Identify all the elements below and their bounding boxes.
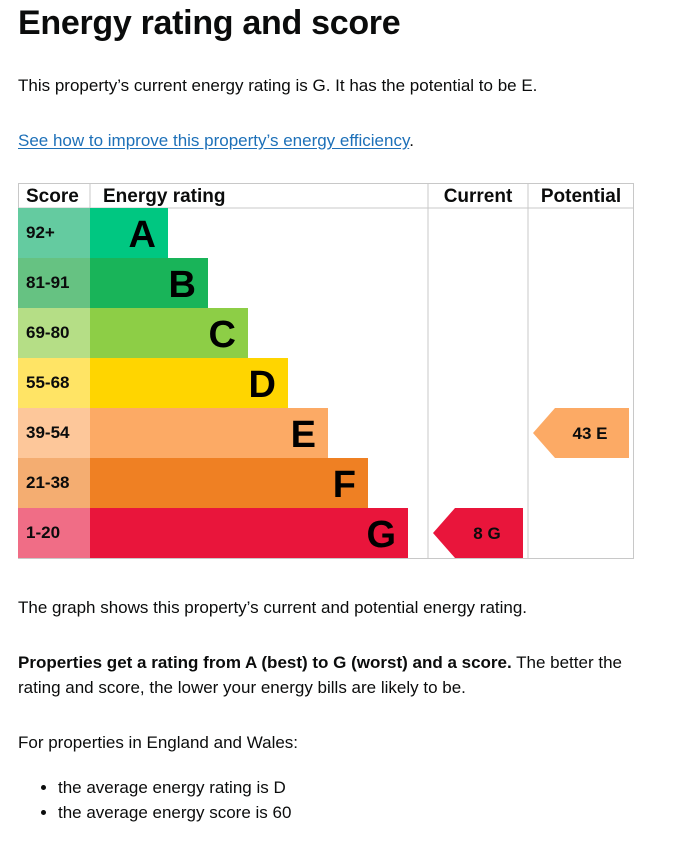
rating-bar	[90, 358, 288, 408]
rating-explanation-bold: Properties get a rating from A (best) to…	[18, 653, 512, 672]
improve-efficiency-link[interactable]: See how to improve this property’s energ…	[18, 131, 410, 150]
header-potential: Potential	[541, 186, 621, 207]
rating-explanation-rest: The better the rating and score, the low…	[18, 653, 622, 697]
rating-bar	[90, 208, 168, 258]
current-rating-label: 8 G	[473, 524, 500, 543]
score-range-label: 92+	[26, 223, 55, 242]
score-cell	[18, 258, 90, 308]
rating-bar	[90, 408, 328, 458]
rating-letter: D	[249, 364, 276, 406]
energy-rating-svg: Score Energy rating Current Potential 92+ A 81…	[18, 183, 634, 559]
england-wales-text: For properties in England and Wales:	[18, 733, 299, 752]
potential-arrow	[533, 408, 629, 458]
header-score: Score	[26, 186, 79, 207]
current-arrow	[433, 508, 523, 558]
score-range-label: 1-20	[26, 523, 60, 542]
rating-letter: E	[291, 414, 316, 456]
score-cell	[18, 458, 90, 508]
score-cell	[18, 358, 90, 408]
score-range-label: 55-68	[26, 373, 69, 392]
energy-rating-chart: Score Energy rating Current Potential 92+ A 81…	[18, 183, 634, 559]
rating-letter: A	[129, 214, 156, 256]
list-item: the average energy score is 60	[58, 800, 291, 825]
rating-letter: C	[209, 314, 236, 356]
rating-bar	[90, 308, 248, 358]
header-energy-rating: Energy rating	[103, 186, 225, 207]
rating-letter: F	[333, 464, 356, 506]
improve-paragraph: See how to improve this property’s energ…	[18, 128, 414, 153]
rating-bar	[90, 458, 368, 508]
score-range-label: 69-80	[26, 323, 69, 342]
list-item: the average energy rating is D	[58, 775, 291, 800]
score-range-label: 21-38	[26, 473, 69, 492]
potential-rating-label: 43 E	[573, 424, 608, 443]
score-range-label: 81-91	[26, 273, 69, 292]
rating-letter: G	[366, 514, 396, 556]
header-current: Current	[444, 186, 513, 207]
score-cell	[18, 308, 90, 358]
rating-letter: B	[169, 264, 196, 306]
rating-bar	[90, 508, 408, 558]
page-title: Energy rating and score	[18, 4, 401, 42]
averages-list: the average energy rating is D the avera…	[18, 775, 291, 825]
score-cell	[18, 508, 90, 558]
intro-text: This property’s current energy rating is…	[18, 76, 538, 95]
score-cell	[18, 208, 90, 258]
score-cell	[18, 408, 90, 458]
improve-link-suffix: .	[409, 131, 414, 150]
rating-bar	[90, 258, 208, 308]
graph-note: The graph shows this property’s current …	[18, 598, 528, 617]
rating-explanation: Properties get a rating from A (best) to…	[18, 650, 658, 700]
score-range-label: 39-54	[26, 423, 70, 442]
